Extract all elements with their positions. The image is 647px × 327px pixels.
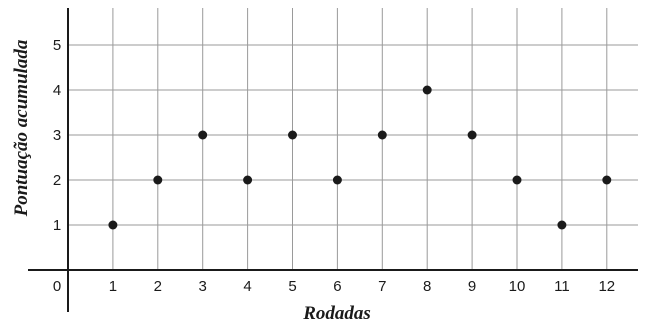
data-point bbox=[288, 130, 297, 140]
y-tick-label: 2 bbox=[53, 172, 61, 189]
data-point bbox=[153, 175, 163, 185]
x-tick-labels: 0 1 2 3 4 5 6 7 8 9 10 11 12 bbox=[53, 278, 615, 295]
y-tick-label: 5 bbox=[53, 37, 61, 54]
x-tick-label: 10 bbox=[509, 278, 526, 295]
data-point bbox=[512, 175, 522, 185]
x-tick-label: 5 bbox=[288, 278, 296, 295]
data-point bbox=[332, 175, 342, 185]
data-point bbox=[198, 130, 208, 140]
x-tick-label: 3 bbox=[199, 278, 207, 295]
x-tick-label: 0 bbox=[53, 278, 61, 295]
y-axis-title: Pontuação acumulada bbox=[11, 39, 32, 217]
x-tick-label: 7 bbox=[378, 278, 386, 295]
x-tick-label: 1 bbox=[109, 278, 117, 295]
data-points bbox=[108, 85, 612, 230]
data-point bbox=[243, 175, 253, 185]
data-point bbox=[108, 220, 118, 230]
axes bbox=[28, 8, 638, 312]
y-tick-label: 4 bbox=[53, 82, 61, 99]
x-tick-label: 8 bbox=[423, 278, 431, 295]
data-point bbox=[602, 175, 612, 185]
x-tick-label: 6 bbox=[333, 278, 341, 295]
x-axis-title: Rodadas bbox=[302, 303, 371, 324]
data-point bbox=[467, 130, 477, 140]
data-point bbox=[422, 85, 432, 95]
x-tick-label: 2 bbox=[154, 278, 162, 295]
y-tick-labels: 1 2 3 4 5 bbox=[53, 37, 61, 234]
y-tick-label: 1 bbox=[53, 217, 61, 234]
grid bbox=[68, 8, 638, 270]
x-tick-label: 12 bbox=[598, 278, 615, 295]
data-point bbox=[557, 220, 567, 230]
x-tick-label: 11 bbox=[554, 278, 570, 295]
x-tick-label: 9 bbox=[468, 278, 476, 295]
data-point bbox=[377, 130, 387, 140]
y-tick-label: 3 bbox=[53, 127, 61, 144]
x-tick-label: 4 bbox=[243, 278, 251, 295]
